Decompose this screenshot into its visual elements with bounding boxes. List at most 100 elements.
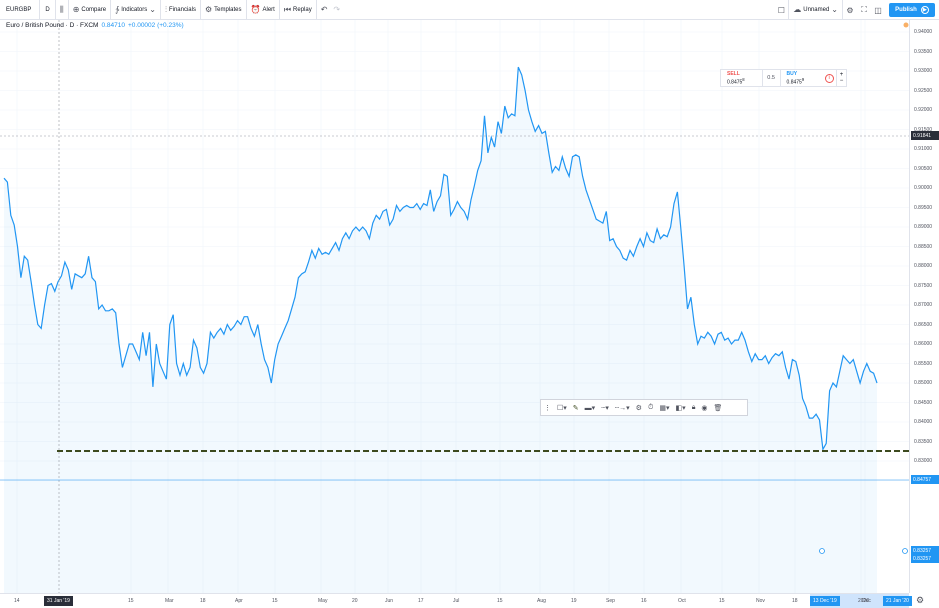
time-tick-label: Nov bbox=[756, 598, 765, 604]
legend-last-value: 0.84710 bbox=[101, 22, 125, 29]
hide-button[interactable]: ◉ bbox=[698, 399, 710, 416]
price-tick-label: 0.87500 bbox=[914, 282, 933, 289]
time-tick-label: 19 bbox=[571, 598, 577, 604]
candles-icon: ⫼ bbox=[60, 4, 64, 14]
redo-icon[interactable]: ↷ bbox=[333, 4, 341, 14]
interval-button[interactable]: D bbox=[40, 0, 56, 20]
delete-button[interactable]: 🗑︎ bbox=[711, 399, 726, 416]
range-start-text: 13 Dec '19 bbox=[813, 598, 837, 604]
templates-button[interactable]: ⚙ Templates bbox=[201, 0, 247, 20]
alert-icon: ⏱ bbox=[647, 403, 654, 411]
visibility-button[interactable]: ▦▾ bbox=[656, 399, 672, 416]
template-button[interactable]: ☐▾ bbox=[554, 399, 570, 416]
price-axis[interactable]: 0.825000.830000.835000.840000.845000.850… bbox=[909, 20, 939, 593]
line-price-tag-2: 0.83257 bbox=[911, 554, 939, 563]
quantity-stepper: + − bbox=[836, 70, 846, 86]
alert-button[interactable]: ⏰ Alert bbox=[247, 0, 280, 20]
extend-line-button[interactable]: ┄→▾ bbox=[612, 399, 633, 416]
price-tick-label: 0.86000 bbox=[914, 341, 933, 347]
line-handle-mid[interactable] bbox=[819, 548, 825, 554]
price-tick-label: 0.84000 bbox=[914, 419, 933, 425]
time-tick-label: 16 bbox=[641, 598, 647, 604]
buy-button[interactable]: BUY 0.84759 bbox=[781, 70, 823, 86]
play-icon: ▶ bbox=[920, 6, 929, 14]
price-area-fill bbox=[4, 67, 877, 593]
alert-label: Alert bbox=[262, 6, 275, 13]
price-tick-label: 0.87000 bbox=[914, 302, 933, 308]
buy-sell-widget: SELL 0.84758 0.5 BUY 0.84759 i + − bbox=[720, 69, 847, 87]
undo-button[interactable]: ↶ ↷ bbox=[317, 0, 344, 20]
alert-dot-icon[interactable] bbox=[903, 22, 909, 28]
legend-change: +0.00002 (+0.23%) bbox=[127, 22, 184, 29]
fullscreen-button[interactable]: ⛶ bbox=[857, 5, 871, 15]
time-axis[interactable]: 31 Jan '19 13 Dec '19 21 Jan '20 14 15 Mar… bbox=[0, 593, 912, 608]
snapshot-button[interactable]: ◫ bbox=[871, 6, 885, 15]
price-tick-label: 0.91000 bbox=[914, 146, 933, 152]
pencil-icon: ✎ bbox=[572, 404, 579, 412]
layout-name-label: Unnamed bbox=[803, 7, 830, 13]
line-color-button[interactable]: ✎ bbox=[570, 399, 582, 416]
time-tick-label: 15 bbox=[497, 598, 503, 604]
interval-label: D bbox=[45, 6, 50, 13]
trade-info-button[interactable]: i bbox=[822, 70, 836, 86]
object-tree-button[interactable]: ◧▾ bbox=[673, 399, 689, 416]
layout-name-button[interactable]: ☁ Unnamed ⌄ bbox=[788, 0, 843, 20]
price-tick-label: 0.88000 bbox=[914, 263, 933, 269]
line-price-text-2: 0.83257 bbox=[913, 555, 932, 562]
price-tick-label: 0.85500 bbox=[914, 360, 933, 367]
price-tick-label: 0.91500 bbox=[914, 126, 933, 133]
plus-button[interactable]: + bbox=[839, 72, 844, 78]
undo-icon: ↶ bbox=[320, 4, 328, 14]
time-tick-label: Mar bbox=[165, 598, 174, 604]
price-chart[interactable] bbox=[0, 20, 909, 593]
square-icon: ☐ bbox=[777, 5, 785, 15]
chart-settings-gear-icon[interactable]: ⚙ bbox=[916, 595, 925, 605]
eye-icon: ◉ bbox=[701, 404, 708, 412]
price-tick-label: 0.94000 bbox=[914, 29, 933, 35]
time-tick-label: 15 bbox=[272, 598, 278, 604]
time-tick-label: 15 bbox=[128, 598, 134, 604]
compare-label: Compare bbox=[81, 6, 107, 13]
price-tick-label: 0.83500 bbox=[914, 438, 933, 445]
time-tick-label: Jun bbox=[385, 598, 394, 604]
chart-style-button[interactable]: ⫼ bbox=[56, 0, 69, 20]
time-tick-label: 18 bbox=[200, 598, 206, 604]
symbol-label: EURGBP bbox=[6, 6, 32, 13]
alarm-clock-icon: ⏰ bbox=[250, 4, 261, 14]
publish-button[interactable]: Publish ▶ bbox=[889, 3, 935, 17]
line-price-text-1: 0.83257 bbox=[913, 547, 932, 554]
line-handle-right[interactable] bbox=[902, 548, 908, 554]
templates-label: Templates bbox=[214, 6, 242, 13]
time-tick-label: May bbox=[318, 598, 328, 604]
financials-button[interactable]: ⫶ Financials bbox=[161, 0, 201, 20]
buy-price: 0.8475 bbox=[786, 79, 802, 86]
square-icon: ☐▾ bbox=[557, 404, 567, 412]
trash-icon: 🗑︎ bbox=[713, 404, 723, 412]
time-tick-label: 2020 bbox=[858, 598, 870, 604]
sell-label: SELL bbox=[727, 70, 740, 77]
layout-square-button[interactable]: ☐ bbox=[774, 6, 788, 15]
tree-icon: ◧▾ bbox=[675, 404, 686, 412]
settings-button[interactable]: ⚙ bbox=[843, 6, 857, 15]
price-line bbox=[3, 66, 878, 452]
price-tick-label: 0.90000 bbox=[914, 185, 933, 191]
line-style-button[interactable]: ┄▾ bbox=[598, 399, 612, 416]
replay-button[interactable]: ⏮ Replay bbox=[280, 0, 317, 20]
minus-button[interactable]: − bbox=[839, 78, 844, 84]
buy-price-group: 0.84759 bbox=[787, 77, 823, 86]
symbol-search[interactable]: EURGBP bbox=[0, 0, 40, 20]
alert-button[interactable]: ⏱ bbox=[645, 399, 656, 416]
indicators-button[interactable]: ∱ Indicators ⌄ bbox=[111, 0, 161, 20]
settings-button[interactable]: ⚙ bbox=[633, 399, 645, 416]
drag-handle-icon[interactable]: ⋮ bbox=[544, 404, 551, 412]
buy-price-sup: 9 bbox=[801, 76, 805, 82]
lock-button[interactable]: 🔒︎ bbox=[689, 399, 699, 416]
drawing-toolbar: ⋮ ☐▾ ✎ ▬▾ ┄▾ ┄→▾ ⚙ ⏱ ▦▾ ◧▾ 🔒︎ ◉ 🗑︎ bbox=[540, 399, 748, 416]
replay-label: Replay bbox=[293, 6, 312, 13]
compare-button[interactable]: ⊕ Compare bbox=[69, 0, 112, 20]
sell-button[interactable]: SELL 0.84758 bbox=[721, 70, 763, 86]
range-start-tag: 13 Dec '19 bbox=[810, 596, 840, 606]
line-width-button[interactable]: ▬▾ bbox=[582, 399, 599, 416]
time-tick-label: Aug bbox=[537, 598, 546, 604]
price-tick-label: 0.83000 bbox=[914, 458, 933, 464]
